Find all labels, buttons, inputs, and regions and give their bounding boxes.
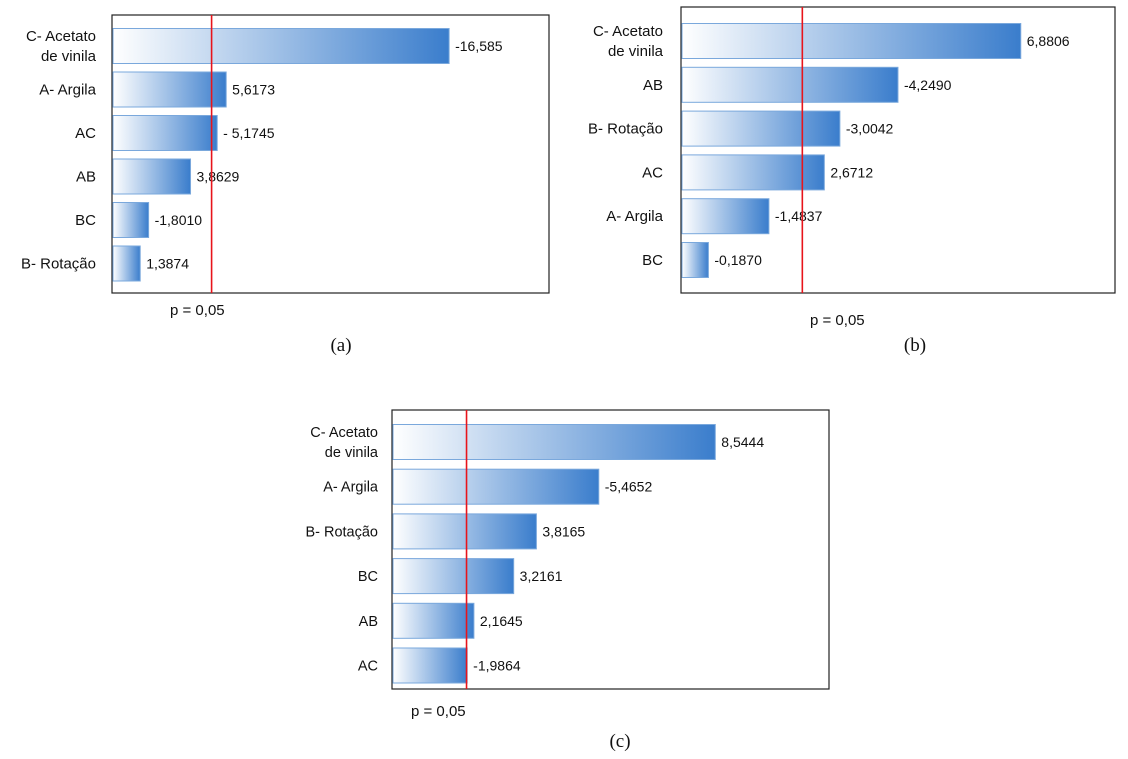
category-label: C- Acetato: [593, 23, 663, 40]
significance-label: p = 0,05: [170, 302, 225, 319]
category-label: AC: [642, 164, 663, 181]
bar: [112, 115, 218, 151]
panel-caption: (a): [330, 335, 351, 356]
bars-group: [392, 424, 716, 684]
bar-value-label: 3,8629: [197, 169, 240, 185]
bar: [392, 602, 475, 639]
category-label: de vinila: [325, 445, 379, 461]
category-label: AB: [76, 169, 96, 186]
category-label: A- Argila: [323, 480, 379, 496]
category-label: de vinila: [41, 48, 97, 65]
bar-value-label: - 5,1745: [223, 125, 275, 141]
bar-value-label: -0,1870: [714, 252, 762, 268]
category-label: C- Acetato: [26, 28, 96, 45]
category-label: B- Rotação: [21, 256, 96, 273]
panel-b: 6,8806 -4,2490 -3,0042 2,6712 -1,4837 -0,1870…: [588, 6, 1116, 356]
panel-caption: (b): [904, 335, 926, 356]
category-label: de vinila: [608, 43, 664, 60]
category-labels-group: C- Acetato de vinila A- Argila B- Rotação BC…: [305, 425, 378, 675]
bar: [681, 110, 841, 147]
category-label: A- Argila: [606, 208, 663, 225]
category-label: AB: [359, 614, 378, 630]
category-labels-group: C- Acetato de vinila A- Argila AC AB BC B- Rot…: [21, 28, 97, 273]
category-label: BC: [642, 252, 663, 269]
category-label: BC: [75, 212, 96, 229]
bar: [112, 71, 227, 108]
bar: [392, 468, 600, 505]
category-label: AC: [75, 125, 96, 142]
bar: [392, 558, 515, 595]
category-label: AB: [643, 77, 663, 94]
bar-value-label: 2,6712: [830, 164, 873, 180]
bar-value-label: -1,4837: [775, 208, 823, 224]
bar-value-label: -1,9864: [473, 658, 521, 674]
bar-value-label: 3,8165: [542, 523, 585, 539]
bar-value-label: 5,6173: [232, 82, 275, 98]
value-labels-group: -16,585 5,6173 - 5,1745 3,8629 -1,8010 1,3874: [146, 38, 503, 272]
bar: [112, 158, 192, 195]
category-label: B- Rotação: [588, 121, 663, 138]
bar: [392, 424, 716, 460]
bar-value-label: -3,0042: [846, 121, 894, 137]
significance-label: p = 0,05: [810, 312, 865, 329]
bar-value-label: -1,8010: [155, 212, 203, 228]
bar: [112, 28, 450, 64]
bar: [392, 647, 468, 684]
bar-value-label: -5,4652: [605, 479, 653, 495]
bar-value-label: 6,8806: [1027, 33, 1070, 49]
panel-caption: (c): [609, 731, 630, 752]
bar: [681, 242, 709, 278]
category-label: B- Rotação: [305, 524, 378, 540]
category-label: AC: [358, 659, 378, 675]
bar: [112, 202, 150, 238]
bar-value-label: 8,5444: [721, 434, 764, 450]
category-label: BC: [358, 569, 378, 585]
bar: [681, 154, 825, 191]
panel-a: -16,585 5,6173 - 5,1745 3,8629 -1,8010 1,3874…: [21, 14, 550, 356]
bar-value-label: 3,2161: [520, 568, 563, 584]
bars-group: [112, 28, 450, 282]
bar: [681, 66, 899, 103]
significance-label: p = 0,05: [411, 703, 466, 720]
value-labels-group: 6,8806 -4,2490 -3,0042 2,6712 -1,4837 -0,1870: [714, 33, 1069, 268]
bar: [681, 198, 770, 235]
bar-value-label: 2,1645: [480, 613, 523, 629]
category-label: A- Argila: [39, 82, 96, 99]
bar-value-label: 1,3874: [146, 256, 189, 272]
bar-value-label: -16,585: [455, 38, 503, 54]
bars-group: [681, 23, 1022, 278]
value-labels-group: 8,5444 -5,4652 3,8165 3,2161 2,1645 -1,9864: [473, 434, 764, 674]
bar: [112, 245, 141, 282]
category-label: C- Acetato: [310, 425, 378, 441]
panel-c: 8,5444 -5,4652 3,8165 3,2161 2,1645 -1,9864 C…: [305, 409, 830, 752]
category-labels-group: C- Acetato de vinila AB B- Rotação AC A- Argi…: [588, 23, 664, 269]
bar-value-label: -4,2490: [904, 77, 952, 93]
bar: [681, 23, 1022, 59]
bar: [392, 513, 537, 550]
